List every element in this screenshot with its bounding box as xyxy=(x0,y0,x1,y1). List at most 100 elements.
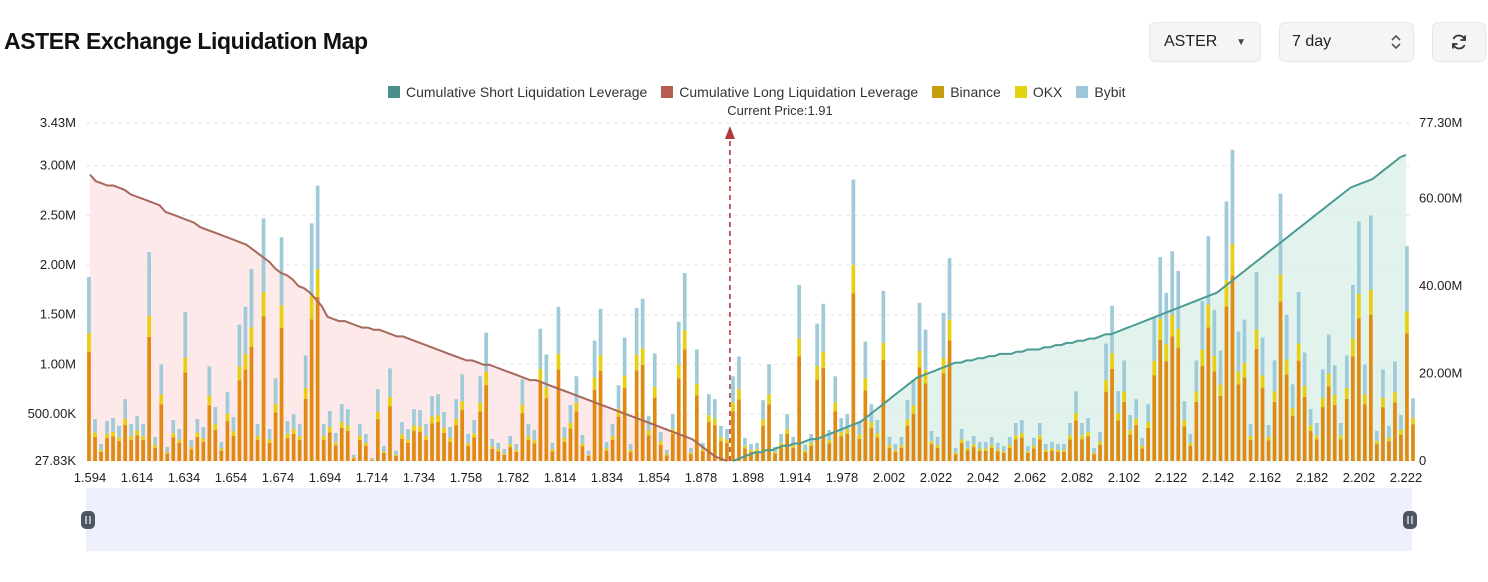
okx-bar xyxy=(1314,435,1319,440)
okx-bar xyxy=(1086,431,1090,437)
okx-bar xyxy=(1260,375,1265,388)
binance-bar xyxy=(1248,439,1253,461)
time-range-select[interactable]: 7 day xyxy=(1279,22,1414,62)
okx-bar xyxy=(147,315,151,337)
left-axis-tick: 2.00M xyxy=(40,257,76,272)
binance-bar xyxy=(761,425,765,461)
x-axis-tick: 1.814 xyxy=(544,470,577,485)
binance-bar xyxy=(1001,453,1006,461)
binance-bar xyxy=(731,411,735,461)
okx-bar xyxy=(1290,408,1295,416)
bybit-bar xyxy=(496,442,501,450)
okx-bar xyxy=(1158,319,1163,340)
binance-bar xyxy=(1134,425,1138,461)
binance-bar xyxy=(255,439,260,461)
time-range-select-value: 7 day xyxy=(1292,33,1332,50)
bybit-bar xyxy=(815,323,819,366)
refresh-button[interactable] xyxy=(1432,22,1486,62)
okx-bar xyxy=(225,413,230,421)
okx-bar xyxy=(689,452,693,455)
bybit-bar xyxy=(376,389,380,412)
bybit-bar xyxy=(321,424,326,436)
legend-item-bybit[interactable]: Bybit xyxy=(1076,84,1126,100)
binance-bar xyxy=(1326,386,1331,461)
okx-bar xyxy=(538,369,543,383)
binance-bar xyxy=(1056,451,1060,461)
bybit-bar xyxy=(1290,384,1295,409)
okx-bar xyxy=(1001,451,1006,453)
okx-bar xyxy=(532,440,537,444)
bybit-bar xyxy=(689,447,693,453)
okx-bar xyxy=(580,443,585,447)
legend-item-short-cumulative[interactable]: Cumulative Short Liquidation Leverage xyxy=(388,84,647,100)
binance-bar xyxy=(1104,391,1108,461)
binance-bar xyxy=(911,413,916,461)
x-axis-tick: 2.182 xyxy=(1296,470,1329,485)
bybit-bar xyxy=(580,435,585,444)
okx-bar xyxy=(1405,311,1409,334)
okx-bar xyxy=(1110,353,1114,369)
bybit-bar xyxy=(261,218,266,292)
bybit-bar xyxy=(1062,443,1066,450)
x-axis-tick: 1.898 xyxy=(732,470,765,485)
binance-bar xyxy=(616,416,621,461)
binance-bar xyxy=(1074,420,1078,461)
binance-bar xyxy=(183,372,188,461)
okx-bar xyxy=(1326,373,1331,387)
legend-item-long-cumulative[interactable]: Cumulative Long Liquidation Leverage xyxy=(661,84,918,100)
legend-swatch xyxy=(1076,86,1089,98)
bybit-bar xyxy=(99,443,103,450)
binance-bar xyxy=(141,439,145,461)
bybit-bar xyxy=(797,284,801,339)
legend-item-binance[interactable]: Binance xyxy=(932,84,1001,100)
bybit-bar xyxy=(345,409,350,426)
binance-bar xyxy=(237,380,242,461)
okx-bar xyxy=(370,459,374,461)
binance-bar xyxy=(1026,453,1030,461)
okx-bar xyxy=(803,450,807,453)
symbol-select[interactable]: ASTER ▼ xyxy=(1149,22,1261,62)
binance-bar xyxy=(550,451,555,461)
okx-bar xyxy=(731,402,735,412)
binance-bar xyxy=(592,389,597,461)
binance-bar xyxy=(893,451,898,461)
legend-label: Cumulative Short Liquidation Leverage xyxy=(406,84,648,100)
right-axis-tick: 60.00M xyxy=(1419,191,1462,206)
bybit-bar xyxy=(1092,447,1096,453)
zoom-handle-right xyxy=(1403,511,1417,529)
bybit-bar xyxy=(851,179,856,265)
binance-bar xyxy=(935,447,940,461)
bybit-bar xyxy=(863,341,868,379)
bybit-bar xyxy=(1140,437,1144,446)
binance-bar xyxy=(713,425,717,461)
okx-bar xyxy=(869,422,874,428)
bybit-bar xyxy=(1363,364,1367,395)
x-axis-tick: 1.674 xyxy=(262,470,295,485)
okx-bar xyxy=(1284,359,1289,375)
bybit-bar xyxy=(713,399,717,419)
binance-bar xyxy=(460,410,464,461)
zoom-slider[interactable] xyxy=(81,488,1417,551)
bybit-bar xyxy=(556,306,561,354)
bybit-bar xyxy=(448,427,452,438)
bybit-bar xyxy=(1284,314,1289,360)
bybit-bar xyxy=(1405,246,1409,312)
x-axis-tick: 1.878 xyxy=(685,470,718,485)
legend-item-okx[interactable]: OKX xyxy=(1014,84,1062,100)
okx-bar xyxy=(1146,422,1150,428)
bybit-bar xyxy=(1375,431,1379,441)
binance-bar xyxy=(1128,434,1132,461)
bybit-bar xyxy=(111,418,115,432)
okx-bar xyxy=(418,426,422,432)
bybit-bar xyxy=(779,434,783,443)
okx-bar xyxy=(737,388,741,400)
okx-bar xyxy=(839,431,844,437)
binance-bar xyxy=(959,442,964,461)
okx-bar xyxy=(249,327,254,347)
bybit-bar xyxy=(1038,423,1042,436)
okx-bar xyxy=(526,435,531,440)
x-axis-tick: 2.122 xyxy=(1155,470,1188,485)
binance-bar xyxy=(689,454,693,461)
okx-bar xyxy=(1375,440,1379,445)
bybit-bar xyxy=(544,354,549,388)
